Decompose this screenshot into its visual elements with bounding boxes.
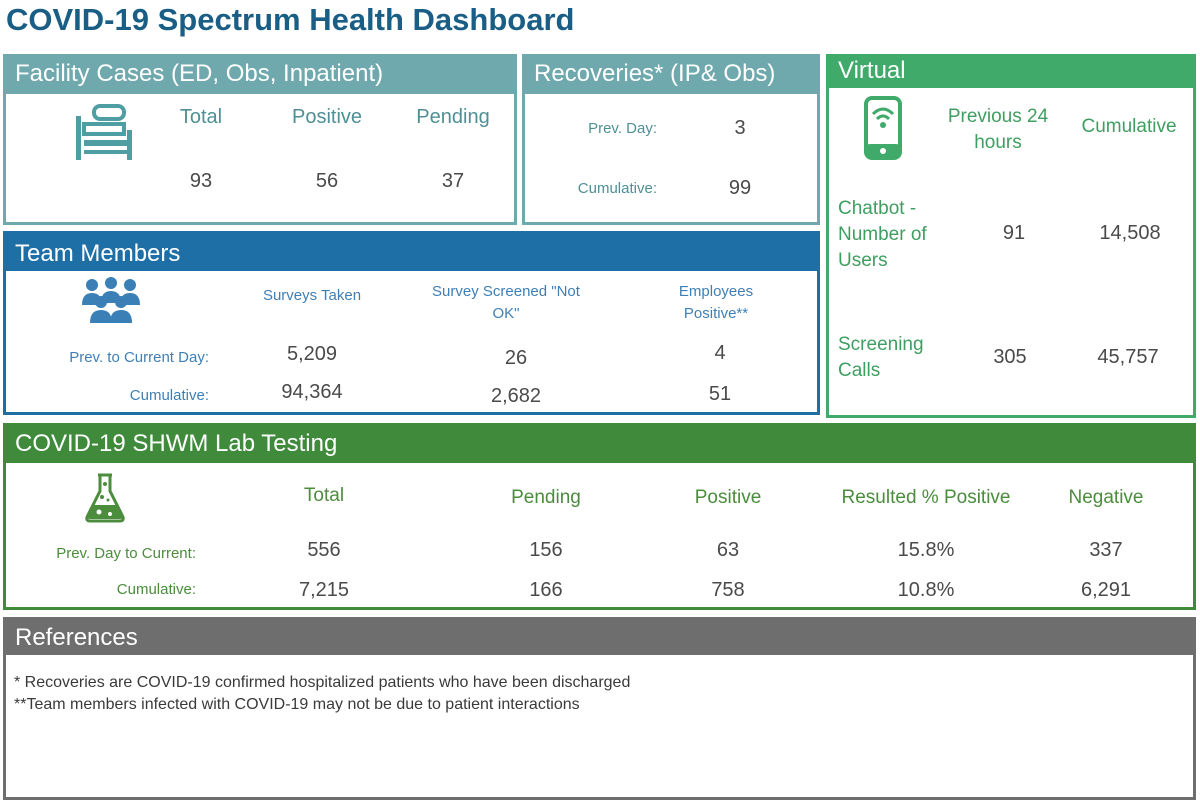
virtual-chatbot-prev: 91 bbox=[1002, 222, 1026, 244]
lab-col-resulted-positive: Resulted % Positive bbox=[841, 487, 1011, 508]
reference-note-recoveries: * Recoveries are COVID-19 confirmed hosp… bbox=[14, 674, 631, 691]
lab-cumulative-resulted-positive: 10.8% bbox=[897, 579, 955, 601]
recoveries-panel: Recoveries* (IP& Obs) Prev. Day: 3 Cumul… bbox=[522, 54, 820, 225]
reference-note-team-members: **Team members infected with COVID-19 ma… bbox=[14, 696, 580, 713]
lab-cumulative-negative: 6,291 bbox=[1080, 579, 1132, 601]
team-cumulative-not-ok: 2,682 bbox=[490, 385, 542, 407]
dashboard-title: COVID-19 Spectrum Health Dashboard bbox=[6, 2, 575, 37]
virtual-screening-cumulative: 45,757 bbox=[1097, 346, 1159, 368]
lab-flask-icon bbox=[85, 473, 125, 523]
recoveries-prev-label: Prev. Day: bbox=[588, 120, 657, 137]
lab-cumulative-pending: 166 bbox=[529, 579, 563, 601]
facility-total-value: 93 bbox=[189, 170, 213, 192]
lab-testing-body: Total Pending Positive Resulted % Positi… bbox=[3, 463, 1196, 610]
virtual-col-cumulative: Cumulative bbox=[1081, 116, 1177, 137]
references-panel: References * Recoveries are COVID-19 con… bbox=[3, 617, 1196, 800]
team-cumulative-surveys: 94,364 bbox=[281, 381, 343, 403]
team-members-body: Surveys Taken Survey Screened "Not OK" E… bbox=[3, 271, 820, 415]
lab-prev-negative: 337 bbox=[1089, 539, 1123, 561]
lab-testing-panel: COVID-19 SHWM Lab Testing Total Pending … bbox=[3, 423, 1196, 610]
team-members-panel: Team Members Surveys Taken Survey Screen… bbox=[3, 231, 820, 415]
lab-col-positive: Positive bbox=[694, 487, 762, 508]
virtual-body: Previous 24 hours Cumulative Chatbot - N… bbox=[826, 88, 1196, 418]
references-body: * Recoveries are COVID-19 confirmed hosp… bbox=[3, 655, 1196, 800]
lab-prev-label: Prev. Day to Current: bbox=[56, 545, 196, 562]
facility-col-positive: Positive bbox=[291, 106, 363, 128]
team-col-surveys-taken: Surveys Taken bbox=[262, 287, 362, 304]
facility-cases-heading: Facility Cases (ED, Obs, Inpatient) bbox=[3, 54, 517, 94]
team-prev-positive: 4 bbox=[714, 342, 726, 364]
people-group-icon bbox=[82, 277, 140, 323]
team-col-screened-not-ok: Survey Screened "Not OK" bbox=[432, 283, 580, 322]
facility-pending-value: 37 bbox=[441, 170, 465, 192]
lab-prev-resulted-positive: 15.8% bbox=[897, 539, 955, 561]
lab-col-total: Total bbox=[303, 485, 345, 506]
facility-cases-panel: Facility Cases (ED, Obs, Inpatient) Tota… bbox=[3, 54, 517, 225]
team-cumulative-positive: 51 bbox=[708, 383, 732, 405]
references-heading: References bbox=[3, 617, 1196, 655]
lab-cumulative-positive: 758 bbox=[711, 579, 745, 601]
team-prev-not-ok: 26 bbox=[504, 347, 528, 369]
lab-prev-total: 556 bbox=[307, 539, 341, 561]
virtual-panel: Virtual Previous 24 hours Cumulative Cha… bbox=[826, 54, 1196, 418]
hospital-bed-icon bbox=[76, 104, 132, 160]
team-cumulative-label: Cumulative: bbox=[129, 387, 209, 404]
recoveries-prev-value: 3 bbox=[734, 117, 746, 139]
virtual-heading: Virtual bbox=[826, 54, 1196, 88]
lab-cumulative-label: Cumulative: bbox=[116, 581, 196, 598]
recoveries-cumulative-label: Cumulative: bbox=[577, 180, 657, 197]
virtual-chatbot-cumulative: 14,508 bbox=[1099, 222, 1161, 244]
lab-prev-pending: 156 bbox=[529, 539, 563, 561]
team-prev-label: Prev. to Current Day: bbox=[69, 349, 209, 366]
lab-testing-heading: COVID-19 SHWM Lab Testing bbox=[3, 423, 1196, 463]
virtual-chatbot-label: Chatbot - Number of Users bbox=[838, 198, 927, 271]
smartphone-signal-icon bbox=[864, 96, 902, 160]
lab-col-pending: Pending bbox=[511, 487, 581, 508]
facility-col-pending: Pending bbox=[416, 106, 490, 128]
recoveries-heading: Recoveries* (IP& Obs) bbox=[522, 54, 820, 94]
lab-cumulative-total: 7,215 bbox=[298, 579, 350, 601]
team-prev-surveys: 5,209 bbox=[286, 343, 338, 365]
recoveries-body: Prev. Day: 3 Cumulative: 99 bbox=[522, 94, 820, 225]
recoveries-cumulative-value: 99 bbox=[728, 177, 752, 199]
lab-col-negative: Negative bbox=[1068, 487, 1144, 508]
team-members-heading: Team Members bbox=[3, 231, 820, 271]
virtual-col-previous: Previous 24 hours bbox=[947, 106, 1049, 153]
facility-cases-body: Total Positive Pending 93 56 37 bbox=[3, 94, 517, 225]
team-col-employees-positive: Employees Positive** bbox=[678, 283, 754, 322]
facility-positive-value: 56 bbox=[315, 170, 339, 192]
virtual-screening-label: Screening Calls bbox=[838, 334, 924, 381]
virtual-screening-prev: 305 bbox=[993, 346, 1027, 368]
facility-col-total: Total bbox=[179, 106, 223, 128]
lab-prev-positive: 63 bbox=[716, 539, 740, 561]
